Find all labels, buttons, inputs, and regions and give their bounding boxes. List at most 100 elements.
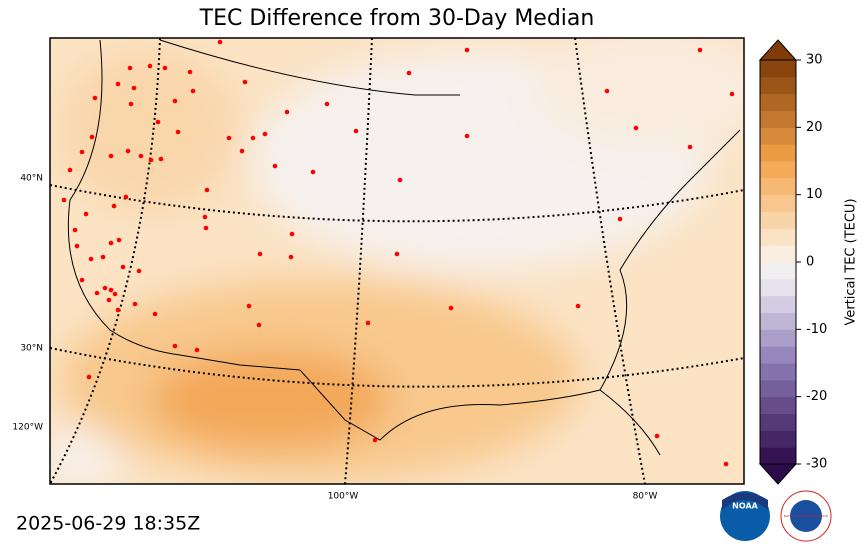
station-dot xyxy=(100,254,106,260)
station-dot xyxy=(202,214,208,220)
station-dot xyxy=(123,194,129,200)
station-dot xyxy=(83,211,89,217)
station-dot xyxy=(172,343,178,349)
lon-label: 120°W xyxy=(12,423,43,433)
station-dot xyxy=(172,98,178,104)
station-dot xyxy=(92,95,98,101)
station-dot xyxy=(365,320,371,326)
colorbar-band xyxy=(760,363,796,381)
station-dot xyxy=(106,297,112,303)
colorbar-band xyxy=(760,379,796,398)
colorbar-band xyxy=(760,211,796,229)
station-dot xyxy=(147,63,153,69)
station-dot xyxy=(61,197,67,203)
station-dot xyxy=(406,70,412,76)
station-dot xyxy=(125,148,131,154)
station-dot xyxy=(152,311,158,317)
station-dot xyxy=(262,131,268,137)
station-dot xyxy=(79,277,85,283)
colorbar-band xyxy=(760,127,796,145)
station-dot xyxy=(257,251,263,257)
lat-label: 30°N xyxy=(20,344,43,354)
colorbar-tick-label: -30 xyxy=(806,457,827,472)
station-dot xyxy=(79,149,85,155)
colorbar-tick-label: -20 xyxy=(806,389,827,404)
station-dot xyxy=(204,187,210,193)
station-dot xyxy=(128,101,134,107)
station-dot xyxy=(108,153,114,159)
station-dot xyxy=(575,303,581,309)
station-dot xyxy=(74,243,80,249)
station-dot xyxy=(131,85,137,91)
station-dot xyxy=(88,256,94,262)
lon-label: 80°W xyxy=(633,492,658,502)
station-dot xyxy=(158,156,164,162)
station-dot xyxy=(116,237,122,243)
colorbar-tick-label: 10 xyxy=(806,187,823,202)
station-dot xyxy=(697,47,703,53)
station-dot xyxy=(67,167,73,173)
station-dot xyxy=(136,268,142,274)
station-dot xyxy=(464,47,470,53)
colorbar-band xyxy=(760,60,796,78)
station-dot xyxy=(190,88,196,94)
station-dot xyxy=(112,291,118,297)
station-dot xyxy=(687,144,693,150)
station-dot xyxy=(102,285,108,291)
station-dot xyxy=(654,433,660,439)
station-dot xyxy=(217,39,223,45)
colorbar-band xyxy=(760,346,796,364)
station-dot xyxy=(94,290,100,296)
station-dot xyxy=(138,153,144,159)
station-dot xyxy=(115,307,121,313)
colorbar-tick-label: 0 xyxy=(806,255,814,270)
colorbar-extend xyxy=(758,463,798,485)
station-dot xyxy=(127,65,133,71)
station-dot xyxy=(203,225,209,231)
colorbar-band xyxy=(760,76,796,95)
station-dot xyxy=(272,163,278,169)
colorbar-band xyxy=(760,161,796,179)
station-dot xyxy=(723,461,729,467)
noaa-text: NOAA xyxy=(732,502,758,511)
station-dot xyxy=(633,125,639,131)
title: TEC Difference from 30-Day Median xyxy=(199,6,595,31)
colorbar-band xyxy=(760,312,796,330)
station-dot xyxy=(120,264,126,270)
station-dot xyxy=(250,135,256,141)
station-dot xyxy=(89,134,95,140)
colorbar: -30 -20 -10 0 10 20 30 xyxy=(758,39,827,485)
colorbar-band xyxy=(760,245,796,263)
timestamp: 2025-06-29 18:35Z xyxy=(16,513,200,535)
station-dot xyxy=(226,135,232,141)
colorbar-band xyxy=(760,144,796,162)
station-dot xyxy=(617,216,623,222)
station-dot xyxy=(148,157,154,163)
station-dot xyxy=(397,177,403,183)
station-dot xyxy=(324,101,330,107)
station-dot xyxy=(86,374,92,380)
station-dot xyxy=(111,203,117,209)
station-dot xyxy=(132,301,138,307)
colorbar-band xyxy=(760,295,796,313)
station-dot xyxy=(239,148,245,154)
station-dot xyxy=(242,79,248,85)
map xyxy=(50,38,744,484)
nws-logo: NATIONAL WEATHER SERVICE xyxy=(780,490,832,542)
station-dot xyxy=(448,305,454,311)
station-dot xyxy=(729,91,735,97)
colorbar-band xyxy=(760,110,796,128)
colorbar-label: Vertical TEC (TECU) xyxy=(844,198,859,325)
station-dot xyxy=(72,227,78,233)
colorbar-tick-label: 30 xyxy=(806,53,823,68)
colorbar-band xyxy=(760,447,796,465)
station-dot xyxy=(394,251,400,257)
colorbar-band xyxy=(760,228,796,246)
station-dot xyxy=(464,133,470,139)
colorbar-tick-label: 20 xyxy=(806,120,823,135)
colorbar-tick-label: -10 xyxy=(806,322,827,337)
station-dot xyxy=(187,69,193,75)
lon-label: 100°W xyxy=(328,492,359,502)
station-dot xyxy=(108,287,114,293)
